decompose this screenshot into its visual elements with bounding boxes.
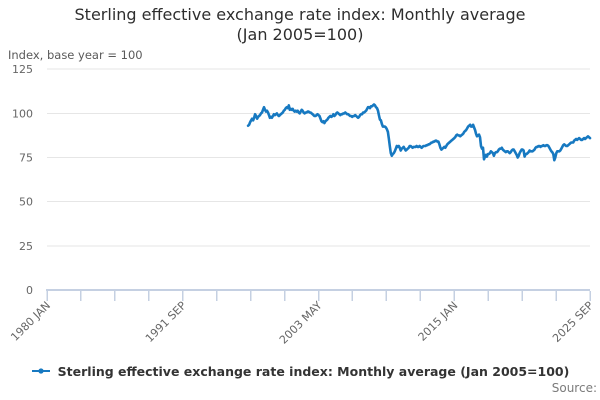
legend: Sterling effective exchange rate index: … [0,362,600,380]
source-label: Source: [551,381,597,395]
y-tick-label: 100 [12,107,33,120]
y-tick-label: 50 [19,196,33,209]
x-tick-label: 1991 SEP [143,299,189,345]
chart-title-line1: Sterling effective exchange rate index: … [74,5,526,24]
x-tick-label: 2015 JAN [416,299,461,344]
x-tick-label: 2003 MAY [277,299,325,347]
y-tick-label: 25 [19,240,33,253]
x-tick-label: 1980 JAN [8,299,53,344]
y-axis-unit-label: Index, base year = 100 [8,48,143,62]
legend-label: Sterling effective exchange rate index: … [57,363,570,379]
data-line-sterling-eri [246,103,592,162]
y-tick-label: 75 [19,152,33,165]
chart-title: Sterling effective exchange rate index: … [0,5,600,45]
chart-title-line2: (Jan 2005=100) [236,25,364,44]
y-tick-label: 125 [12,63,33,76]
y-tick-label: 0 [26,284,33,297]
x-tick-label: 2025 SEP [550,299,596,345]
legend-line-marker-icon [31,368,50,374]
